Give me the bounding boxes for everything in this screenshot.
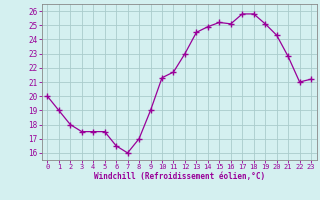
X-axis label: Windchill (Refroidissement éolien,°C): Windchill (Refroidissement éolien,°C) [94, 172, 265, 181]
